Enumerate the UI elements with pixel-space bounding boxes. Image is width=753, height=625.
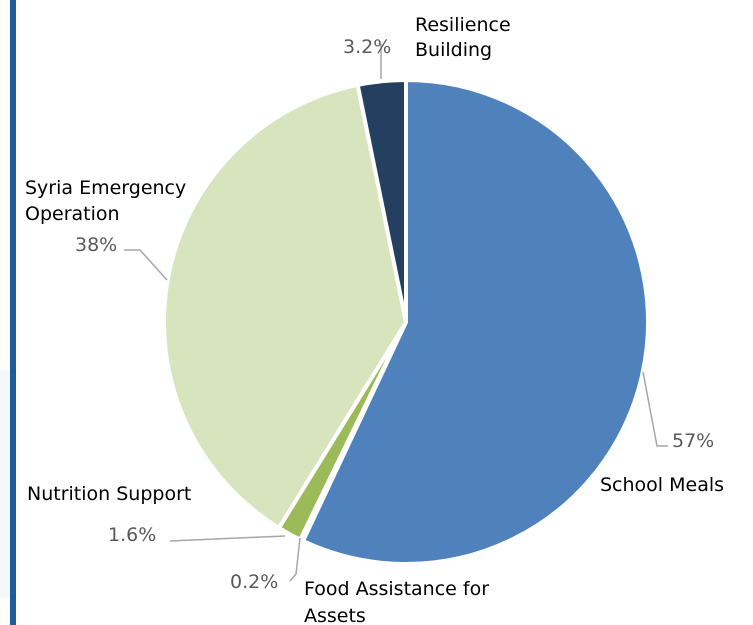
- leader-line-nutrition-support: [169, 535, 286, 542]
- slice-label-nutrition-support-name: Nutrition Support: [27, 483, 191, 505]
- pie-slice-school-meals: [300, 78, 650, 566]
- frame-accent-bar: [10, 0, 16, 625]
- leader-line-syria-emergency: [124, 249, 168, 281]
- pie-slices: [162, 78, 650, 566]
- leader-lines: [124, 44, 668, 582]
- slice-label-food-assistance-percent: 0.2%: [230, 571, 278, 593]
- slice-label-school-meals-name: School Meals: [600, 474, 724, 496]
- slice-label-resilience-percent: 3.2%: [343, 36, 391, 58]
- pie-labels: 57% School Meals 0.2% Food Assistance fo…: [25, 14, 724, 625]
- slice-label-school-meals-percent: 57%: [672, 430, 714, 452]
- background-panel: [0, 370, 10, 598]
- slice-label-nutrition-support-percent: 1.6%: [108, 524, 156, 546]
- slice-label-resilience-name: Resilience Building: [415, 14, 517, 61]
- leader-line-food-assistance: [289, 537, 301, 582]
- pie-slice-resilience-building: [355, 78, 408, 324]
- slice-label-food-assistance-name: Food Assistance for Assets: [304, 578, 495, 625]
- leader-line-school-meals: [642, 371, 668, 447]
- pie-slice-syria-emergency-operation: [162, 82, 408, 530]
- slice-label-syria-emergency-name: Syria Emergency Operation: [25, 177, 192, 225]
- slice-label-syria-emergency-percent: 38%: [75, 234, 117, 256]
